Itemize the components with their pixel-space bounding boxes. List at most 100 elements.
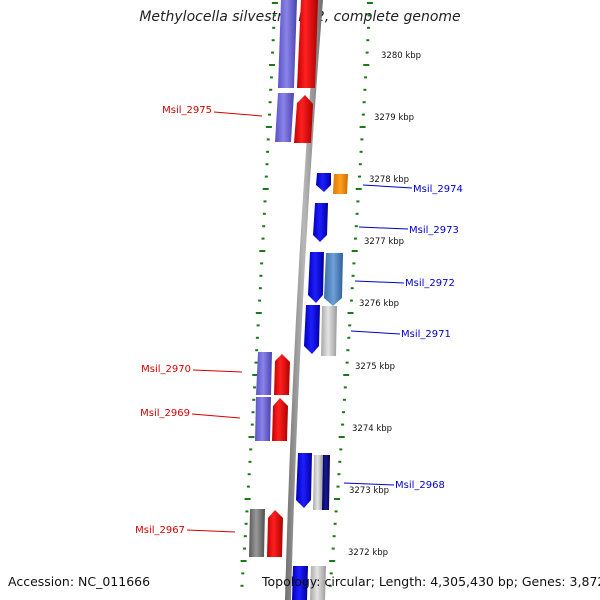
gene-label[interactable]: Msil_2974 [413,184,463,195]
tick-mark [364,76,368,79]
leader-line [192,369,243,373]
ruler-label: 3272 kbp [348,548,388,558]
ruler-label: 3278 kbp [369,175,409,185]
tick-mark [252,374,259,376]
tick-mark [266,138,270,141]
ruler-label: 3273 kbp [349,486,389,496]
gene-arrow[interactable] [267,510,283,557]
tick-mark [243,535,247,538]
gene-arrow[interactable] [324,253,343,306]
tick-mark [338,460,342,463]
tick-mark [249,448,253,451]
gene-label[interactable]: Msil_2970 [141,364,191,375]
tick-mark [328,584,332,587]
tick-mark [240,584,244,587]
tick-mark [342,398,346,401]
tick-mark [243,547,246,550]
gene-label[interactable]: Msil_2969 [140,408,190,419]
ruler-label: 3277 kbp [364,237,404,247]
tick-mark [253,386,256,389]
gene-label[interactable]: Msil_2973 [409,225,459,236]
cds-feature[interactable] [310,566,326,600]
genome-title: Methylocella silvestris BL2, complete ge… [139,9,461,25]
gene-arrow[interactable] [316,173,331,192]
cds-feature[interactable] [297,0,318,88]
tick-mark [244,522,248,525]
cds-feature[interactable] [255,397,271,441]
tick-mark [252,398,256,401]
tick-mark [367,26,370,29]
tick-mark [244,498,251,500]
cds-feature[interactable] [278,0,297,88]
tick-mark [334,510,338,513]
tick-mark [351,274,355,277]
tick-mark [341,423,345,426]
tick-mark [264,175,268,178]
tick-mark [255,336,259,339]
gene-label[interactable]: Msil_2975 [162,105,212,116]
tick-mark [351,250,358,252]
tick-mark [365,51,369,54]
tick-mark [245,510,249,513]
tick-mark [346,349,350,352]
tick-mark [334,498,340,500]
tick-mark [366,39,370,42]
tick-mark [259,250,266,252]
tick-mark [333,522,337,525]
tick-mark [261,237,265,240]
cds-feature[interactable] [313,455,323,510]
cds-feature[interactable] [292,566,308,600]
gene-arrow[interactable] [313,203,328,242]
cds-feature[interactable] [321,306,337,356]
ruler: 3280 kbp 3279 kbp 3278 kbp 3277 kbp 3276… [348,51,421,558]
gene-label[interactable]: Msil_2972 [405,278,455,289]
leader-line [350,330,401,335]
ruler-label: 3279 kbp [374,113,414,123]
gene-arrow[interactable] [272,398,288,441]
tick-mark [256,324,260,327]
leader-line [354,280,405,284]
gene-label[interactable]: Msil_2968 [395,480,445,491]
cds-feature[interactable] [322,455,330,510]
tick-mark [361,113,365,116]
gene-arrow[interactable] [308,252,324,303]
leader-line [191,413,241,419]
tick-mark [354,237,357,240]
gene-arrow[interactable] [296,453,312,508]
tick-mark [354,225,358,228]
leader-line [186,529,236,533]
cds-feature[interactable] [256,352,272,395]
tick-mark [241,572,245,575]
gene-arrow[interactable] [274,354,290,395]
left-feature-track [249,0,318,557]
tick-mark [343,386,347,389]
tick-mark [362,101,366,104]
tick-mark [331,547,335,550]
tick-mark [332,535,336,538]
leader-line [358,226,409,230]
tick-mark [347,312,354,314]
tick-mark [265,126,272,128]
gene-label[interactable]: Msil_2971 [401,329,451,340]
tick-mark [355,188,362,190]
tick-mark [358,163,362,166]
tick-mark [271,2,278,4]
tick-mark [271,39,275,42]
tick-mark [367,14,371,17]
tick-mark [262,212,266,215]
cds-feature[interactable] [275,93,294,142]
gene-arrow[interactable] [294,95,313,143]
tick-mark [265,163,269,166]
right-tick-scale [328,2,373,587]
tick-mark [269,76,273,79]
ruler-label: 3274 kbp [352,424,392,434]
tick-mark [272,14,276,17]
tick-mark [349,299,353,302]
cds-feature[interactable] [249,509,265,557]
tick-mark [329,572,333,575]
gene-label[interactable]: Msil_2967 [135,525,185,536]
cds-feature[interactable] [333,174,348,194]
gene-arrow[interactable] [304,305,320,354]
